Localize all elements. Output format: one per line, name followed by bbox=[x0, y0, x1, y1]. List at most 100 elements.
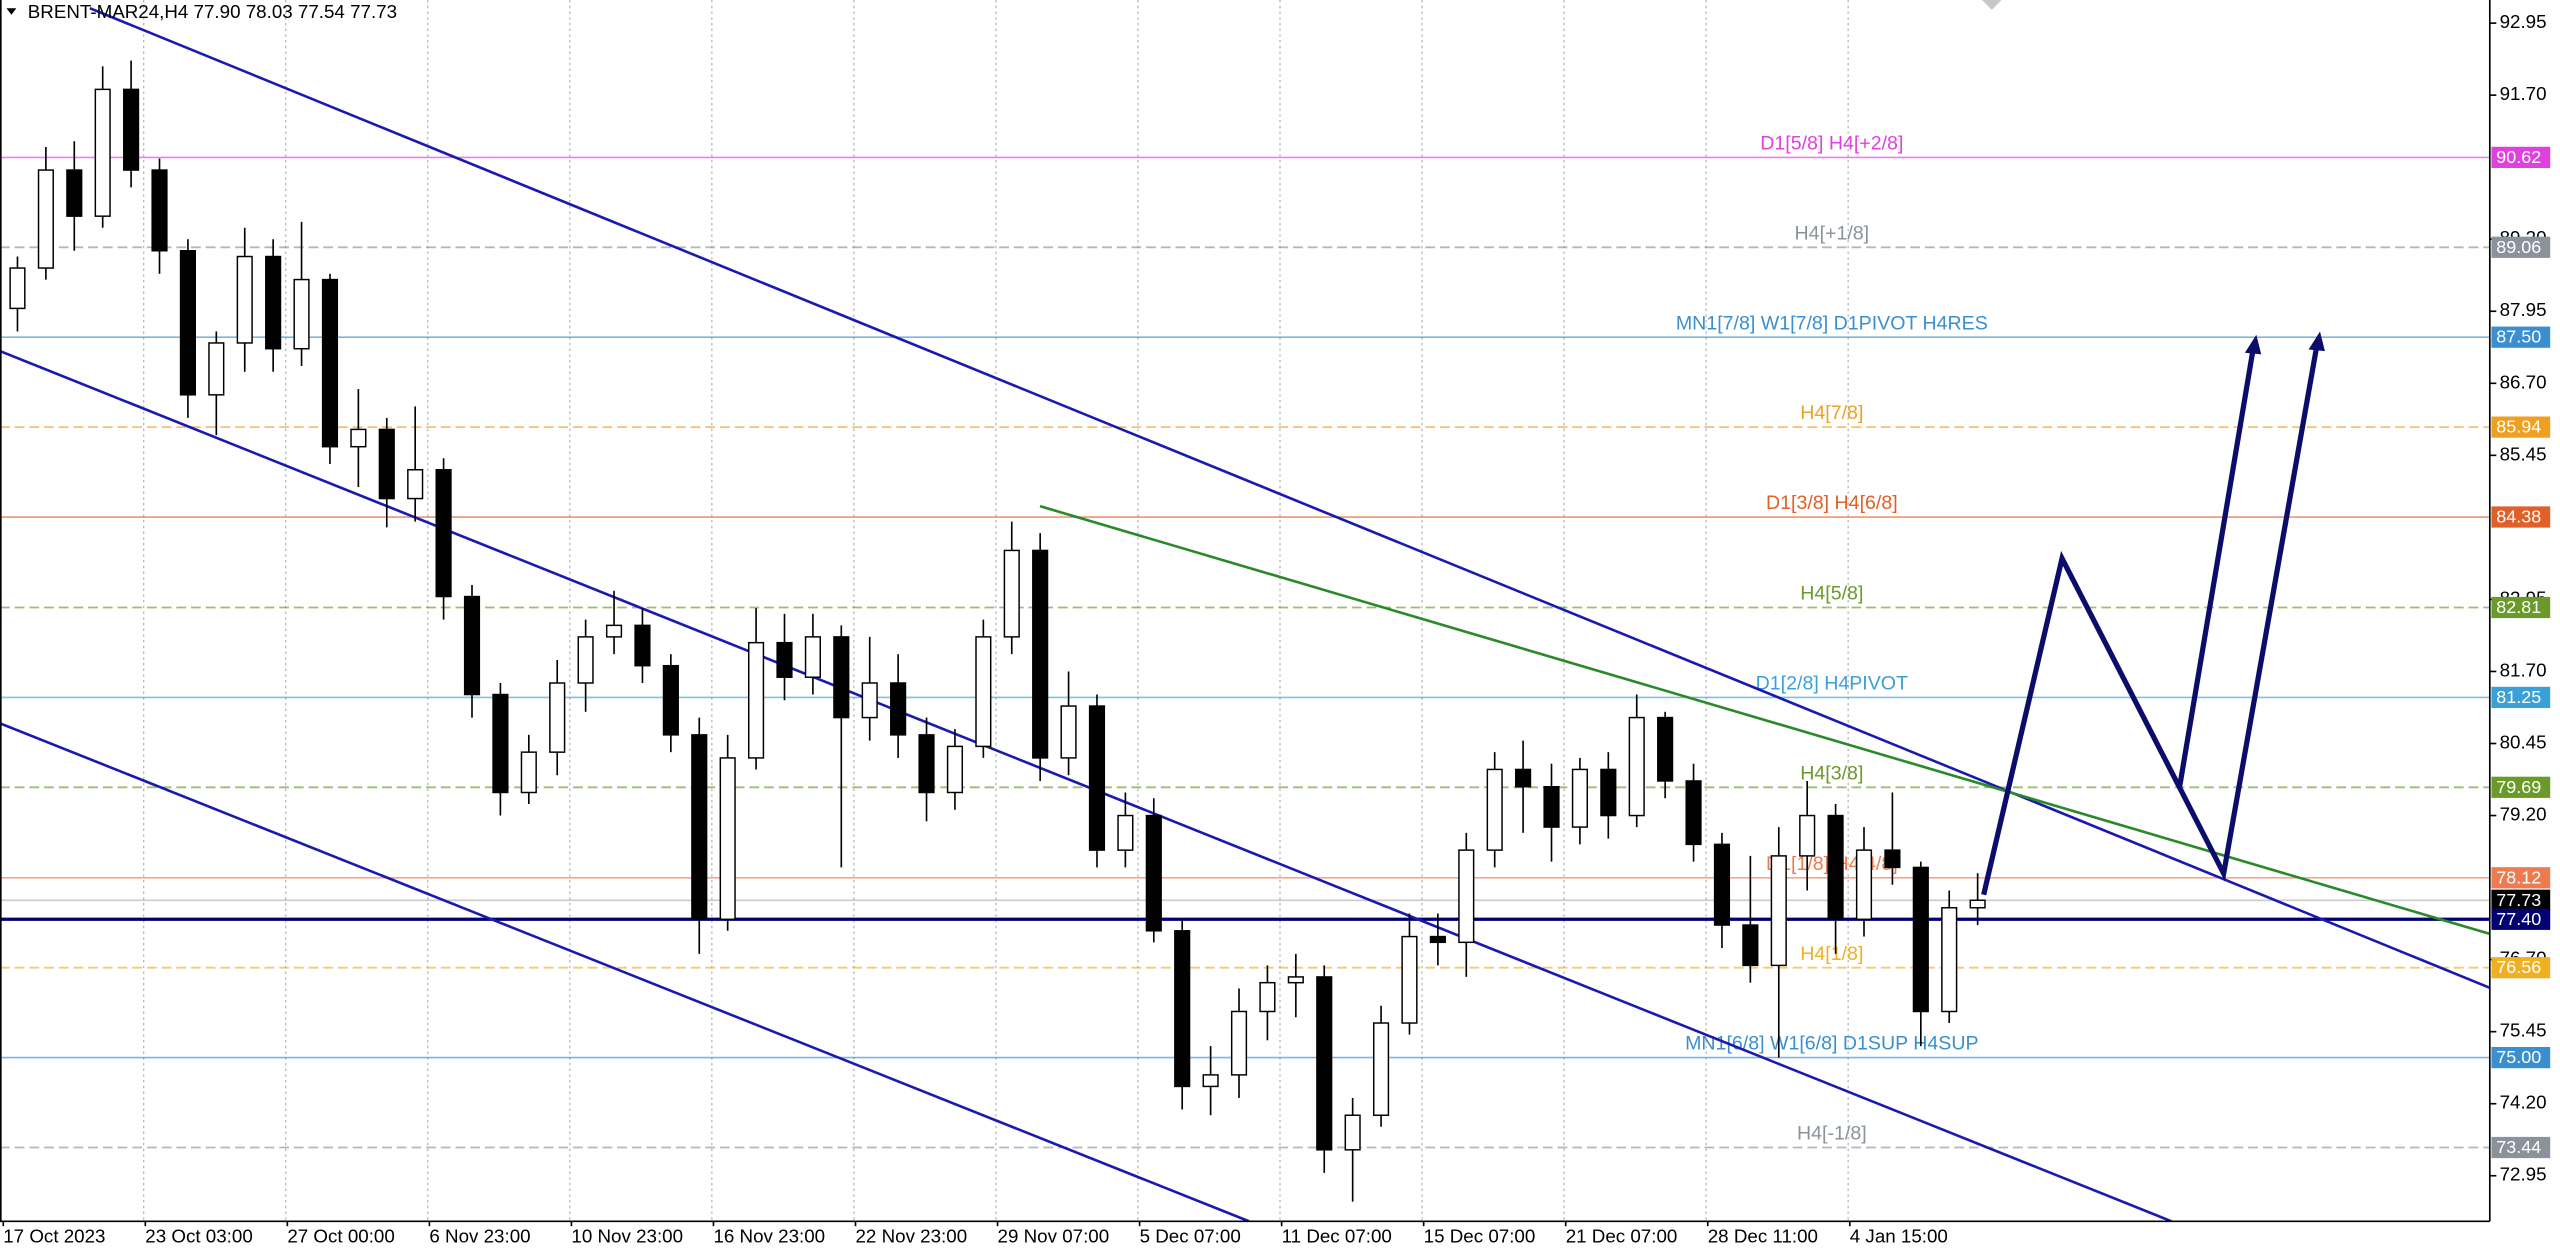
y-tick-label: 86.70 bbox=[2500, 371, 2547, 392]
price-box-label: 79.69 bbox=[2496, 777, 2541, 797]
y-tick-label: 74.20 bbox=[2500, 1092, 2547, 1113]
candle-body bbox=[605, 624, 623, 638]
price-box bbox=[2491, 957, 2551, 979]
price-box bbox=[2491, 867, 2551, 889]
x-tick-label: 4 Jan 15:00 bbox=[1850, 1226, 1948, 1247]
x-tick-label: 27 Oct 00:00 bbox=[287, 1226, 394, 1247]
candle-body bbox=[236, 255, 253, 344]
price-box bbox=[2491, 596, 2551, 619]
candle-body bbox=[918, 734, 935, 794]
level-name: D1[5/8] H4[+2/8] bbox=[1760, 132, 1903, 154]
price-box-label: 81.25 bbox=[2496, 687, 2541, 707]
price-box bbox=[2491, 236, 2551, 258]
price-box bbox=[2491, 908, 2551, 930]
shift-marker bbox=[1982, 0, 2002, 10]
y-tick-label: 92.95 bbox=[2500, 11, 2547, 32]
price-box-label: 82.81 bbox=[2496, 597, 2541, 617]
candle-body bbox=[265, 255, 282, 350]
price-box bbox=[2491, 776, 2551, 798]
price-box-label: 77.40 bbox=[2496, 909, 2541, 929]
price-box bbox=[2491, 326, 2551, 348]
candle-body bbox=[776, 641, 793, 678]
x-tick-label: 6 Nov 23:00 bbox=[429, 1226, 530, 1247]
candle-body bbox=[1742, 924, 1759, 967]
candle-body bbox=[719, 757, 736, 921]
level-name: H4[1/8] bbox=[1800, 943, 1863, 965]
price-box bbox=[2491, 686, 2551, 709]
price-box bbox=[2491, 416, 2551, 438]
x-tick-label: 11 Dec 07:00 bbox=[1282, 1226, 1392, 1247]
candle-body bbox=[1174, 930, 1191, 1088]
candle-body bbox=[350, 428, 367, 448]
forecast-path bbox=[2177, 349, 2256, 788]
price-labels: 90.62 89.06 87.50 85.94 84.38 82.81 81.25 79.69… bbox=[2491, 146, 2551, 1159]
candle-body bbox=[1429, 935, 1446, 944]
candle-body bbox=[975, 636, 992, 748]
price-box-label: 89.06 bbox=[2496, 237, 2541, 257]
candle-body bbox=[1003, 549, 1020, 638]
y-tick-label: 85.45 bbox=[2500, 443, 2547, 464]
y-tick-label: 81.70 bbox=[2500, 659, 2547, 680]
candle-body bbox=[1657, 716, 1674, 782]
level-name: D1[2/8] H4PIVOT bbox=[1756, 673, 1908, 695]
candle-body bbox=[1202, 1074, 1219, 1088]
x-tick-label: 5 Dec 07:00 bbox=[1140, 1226, 1241, 1247]
level-name: H4[5/8] bbox=[1800, 583, 1863, 605]
channel-middle bbox=[0, 349, 2172, 1223]
price-box-label: 73.44 bbox=[2496, 1137, 2541, 1157]
candle-body bbox=[1600, 768, 1617, 817]
candle-body bbox=[1799, 814, 1816, 857]
channel-lower bbox=[0, 722, 1250, 1223]
price-box-label: 85.94 bbox=[2496, 417, 2541, 437]
level-name: H4[+1/8] bbox=[1795, 222, 1870, 244]
candle-body bbox=[1855, 849, 1873, 921]
candle-body bbox=[748, 641, 765, 759]
x-tick-label: 28 Dec 11:00 bbox=[1708, 1226, 1818, 1247]
arrow-head bbox=[2244, 334, 2262, 355]
candles bbox=[9, 60, 1986, 1202]
candle-body bbox=[833, 636, 850, 719]
candle-body bbox=[9, 267, 26, 310]
y-tick-label: 80.45 bbox=[2500, 731, 2547, 752]
price-box-label: 75.00 bbox=[2496, 1047, 2541, 1067]
price-box-label: 87.50 bbox=[2496, 327, 2541, 347]
price-box bbox=[2491, 506, 2551, 528]
x-tick-label: 21 Dec 07:00 bbox=[1566, 1226, 1678, 1247]
candle-body bbox=[378, 428, 395, 500]
time-axis-area bbox=[0, 1221, 2560, 1253]
candle-body bbox=[1969, 899, 1986, 909]
y-tick-label: 91.70 bbox=[2500, 83, 2547, 104]
price-box bbox=[2491, 889, 2551, 911]
x-tick-label: 29 Nov 07:00 bbox=[998, 1226, 1110, 1247]
trend-line-green bbox=[1039, 504, 2491, 936]
menu-triangle bbox=[6, 8, 17, 15]
candle-body bbox=[520, 751, 537, 794]
candle-body bbox=[861, 682, 878, 719]
x-tick-label: 23 Oct 03:00 bbox=[145, 1226, 252, 1247]
price-box bbox=[2491, 146, 2551, 168]
level-name: MN1[6/8] W1[6/8] D1SUP H4SUP bbox=[1685, 1033, 1978, 1055]
candle-body bbox=[435, 469, 452, 598]
level-name: MN1[7/8] W1[7/8] D1PIVOT H4RES bbox=[1676, 312, 1988, 334]
price-box-label: 78.12 bbox=[2496, 867, 2541, 887]
y-tick-label: 87.95 bbox=[2500, 299, 2547, 320]
price-box-label: 84.38 bbox=[2496, 507, 2541, 527]
candle-body bbox=[1344, 1114, 1361, 1151]
x-tick-label: 15 Dec 07:00 bbox=[1424, 1226, 1536, 1247]
candle-body bbox=[94, 88, 111, 217]
candle-body bbox=[1117, 814, 1134, 851]
candle-body bbox=[1259, 981, 1276, 1013]
candle-body bbox=[662, 664, 679, 736]
candle-body bbox=[1060, 705, 1077, 759]
candle-body bbox=[634, 624, 651, 667]
candle-body bbox=[1685, 780, 1702, 846]
x-tick-label: 10 Nov 23:00 bbox=[571, 1226, 683, 1247]
candle-body bbox=[1458, 849, 1475, 944]
y-tick-label: 79.20 bbox=[2500, 803, 2547, 824]
candle-body bbox=[1486, 768, 1503, 851]
candle-body bbox=[1571, 768, 1589, 828]
candle-body bbox=[946, 745, 964, 794]
forecast-path bbox=[1981, 345, 2320, 896]
candle-body bbox=[804, 636, 821, 678]
